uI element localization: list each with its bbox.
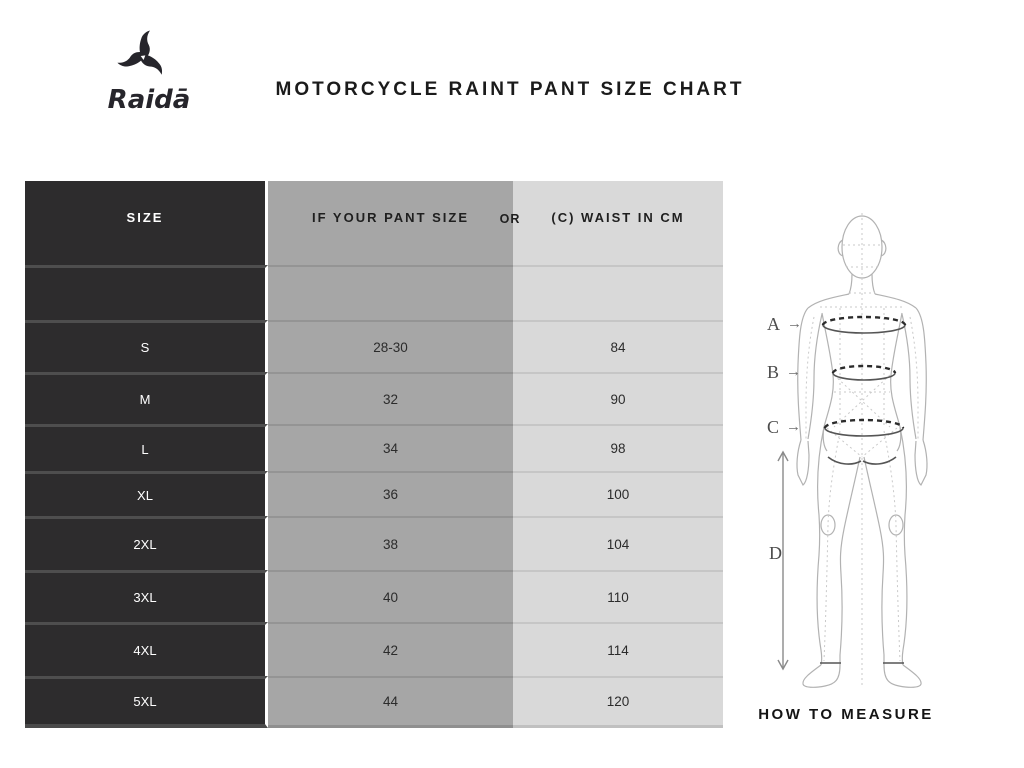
measure-letter: D (769, 543, 782, 563)
size-cell: M (25, 372, 268, 424)
brand-name: Raidā (107, 85, 191, 115)
pant-size-cell: 28-30 (268, 320, 513, 372)
col-header-waist: (C) WAIST IN CM (513, 181, 723, 265)
how-to-measure-caption: HOW TO MEASURE (758, 706, 934, 723)
measure-letter: B (767, 362, 780, 382)
waist-cell: 120 (513, 676, 723, 728)
pant-size-cell: 36 (268, 471, 513, 516)
right-arrow-icon: → (786, 364, 802, 380)
measure-label-a: A → (767, 314, 802, 335)
measure-label-d: D (769, 543, 782, 564)
inseam-measure-arrow (777, 450, 789, 671)
pant-size-cell: 40 (268, 570, 513, 622)
waist-cell: 90 (513, 372, 723, 424)
size-cell: L (25, 424, 268, 471)
spacer-cell (268, 265, 513, 320)
right-arrow-icon: → (787, 316, 802, 332)
waist-cell: 100 (513, 471, 723, 516)
size-cell: S (25, 320, 268, 372)
logo-pinwheel-icon (117, 30, 163, 75)
size-cell: 2XL (25, 516, 268, 570)
size-cell: 3XL (25, 570, 268, 622)
pant-size-cell: 38 (268, 516, 513, 570)
pant-size-cell: 42 (268, 622, 513, 676)
measure-label-b: B → (767, 362, 801, 383)
measure-letter: A (767, 314, 780, 334)
right-arrow-icon: → (786, 419, 802, 435)
size-cell: XL (25, 471, 268, 516)
measure-letter: C (767, 417, 780, 437)
size-chart-table: SIZE IF YOUR PANT SIZE (C) WAIST IN CM S… (25, 181, 723, 728)
waist-cell: 114 (513, 622, 723, 676)
pant-size-cell: 32 (268, 372, 513, 424)
waist-cell: 110 (513, 570, 723, 622)
col-header-pant-size: IF YOUR PANT SIZE (268, 181, 513, 265)
measure-label-c: C → (767, 417, 801, 438)
pant-size-cell: 44 (268, 676, 513, 728)
page-title: MOTORCYCLE RAINT PANT SIZE CHART (275, 79, 745, 100)
spacer-cell (513, 265, 723, 320)
waist-cell: 104 (513, 516, 723, 570)
col-header-or: OR (499, 212, 521, 226)
mannequin-figure (777, 213, 928, 688)
waist-cell: 84 (513, 320, 723, 372)
spacer-cell (25, 265, 268, 320)
waist-cell: 98 (513, 424, 723, 471)
size-cell: 4XL (25, 622, 268, 676)
size-cell: 5XL (25, 676, 268, 728)
pant-size-cell: 34 (268, 424, 513, 471)
col-header-size: SIZE (25, 181, 268, 265)
